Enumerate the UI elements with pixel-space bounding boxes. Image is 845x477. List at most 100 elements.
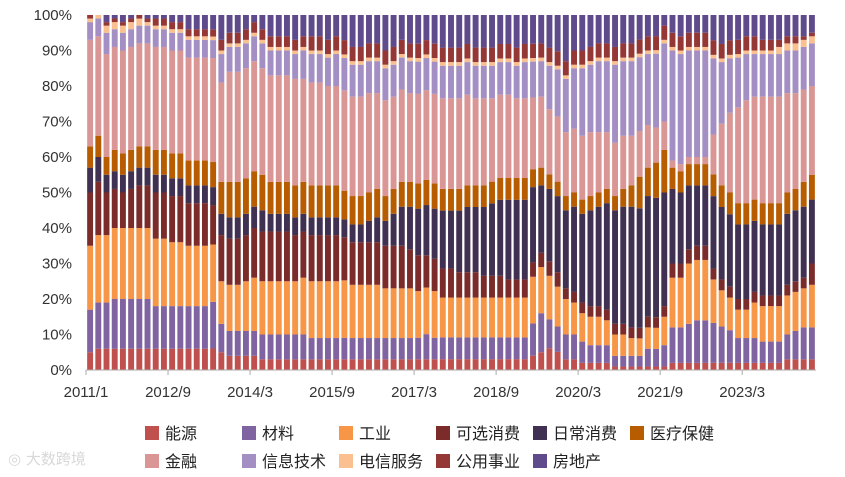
bar-segment — [776, 203, 783, 225]
bar-segment — [497, 43, 504, 59]
bar-segment — [366, 57, 372, 62]
bar-segment — [743, 299, 750, 310]
bar-segment — [653, 366, 660, 370]
bar-segment — [448, 98, 454, 189]
bar-segment — [185, 245, 192, 307]
bar-segment — [743, 338, 750, 363]
legend-swatch — [339, 426, 353, 440]
bar-segment — [242, 39, 249, 44]
bar-segment — [275, 181, 282, 214]
bar-segment — [185, 39, 192, 58]
bar-segment — [423, 287, 430, 335]
bar-segment — [448, 47, 454, 63]
bar-segment — [177, 242, 184, 307]
bar-segment — [595, 206, 602, 307]
bar-segment — [735, 39, 742, 55]
bar-segment — [505, 58, 512, 63]
bar-segment — [234, 217, 241, 239]
bar-segment — [702, 245, 709, 260]
bar-segment — [333, 235, 340, 282]
bar-segment — [685, 32, 692, 47]
bar-segment — [653, 348, 660, 367]
bar-segment — [808, 284, 815, 328]
bar-segment — [661, 192, 668, 307]
bar-segment — [669, 167, 676, 189]
bar-segment — [456, 98, 463, 189]
bar-segment — [267, 46, 274, 51]
bar-segment — [603, 203, 610, 310]
bar-segment — [210, 205, 217, 245]
bar-segment — [210, 162, 217, 188]
bar-segment — [136, 18, 143, 26]
bar-segment — [415, 15, 422, 44]
bar-segment — [464, 359, 471, 370]
bar-segment — [628, 15, 635, 44]
bar-segment — [677, 171, 684, 193]
bar-segment — [513, 62, 520, 66]
x-tick-label: 2017/3 — [391, 384, 437, 401]
bar-segment — [259, 29, 266, 40]
bar-segment — [448, 297, 454, 338]
legend-label: 工业 — [359, 424, 391, 443]
bar-segment — [735, 299, 742, 310]
bar-segment — [267, 359, 274, 370]
bar-segment — [185, 203, 192, 246]
bar-segment — [160, 15, 167, 19]
bar-segment — [366, 284, 372, 339]
bar-segment — [759, 15, 766, 40]
bar-segment — [628, 327, 635, 339]
bar-segment — [792, 36, 799, 44]
bar-segment — [521, 359, 528, 370]
legend-item: 医疗保健 — [630, 424, 714, 443]
bar-segment — [177, 306, 184, 349]
bar-segment — [136, 348, 143, 370]
legend-swatch — [630, 426, 644, 440]
bar-segment — [513, 297, 520, 338]
bar-segment — [374, 15, 381, 44]
bar-segment — [300, 36, 307, 47]
bar-segment — [308, 15, 315, 37]
bar-segment — [497, 178, 504, 200]
bar-segment — [776, 224, 783, 296]
bar-segment — [489, 297, 495, 338]
bar-segment — [767, 50, 774, 55]
bar-segment — [325, 54, 331, 58]
bar-segment — [300, 181, 307, 214]
bar-segment — [201, 39, 208, 58]
bar-segment — [644, 15, 651, 37]
bar-segment — [530, 97, 536, 170]
bar-segment — [480, 98, 487, 186]
bar-segment — [259, 281, 266, 335]
bar-segment — [390, 288, 397, 339]
bar-segment — [530, 262, 536, 277]
bar-segment — [226, 217, 233, 239]
bar-segment — [480, 359, 487, 370]
bar-segment — [767, 54, 774, 97]
bar-segment — [415, 337, 422, 360]
bar-segment — [489, 181, 495, 204]
bar-segment — [341, 90, 348, 191]
bar-segment — [292, 359, 299, 370]
bar-segment — [152, 238, 159, 307]
bar-segment — [218, 213, 225, 236]
bar-segment — [808, 43, 815, 86]
bar-segment — [784, 334, 791, 360]
bar-segment — [726, 192, 733, 215]
bar-segment — [119, 15, 126, 23]
y-tick-label: 50% — [42, 185, 72, 202]
bar-segment — [300, 359, 307, 370]
bar-segment — [800, 46, 807, 90]
bar-segment — [456, 210, 463, 273]
bar-segment — [735, 309, 742, 339]
bar-segment — [144, 15, 151, 19]
bar-segment — [259, 68, 266, 175]
bar-segment — [677, 15, 684, 37]
bar-segment — [464, 15, 471, 44]
bar-segment — [735, 15, 742, 40]
bar-segment — [390, 15, 397, 47]
bar-segment — [677, 362, 684, 370]
bar-segment — [669, 160, 676, 168]
bar-segment — [177, 348, 184, 370]
bar-segment — [390, 96, 397, 189]
bar-segment — [292, 78, 299, 186]
